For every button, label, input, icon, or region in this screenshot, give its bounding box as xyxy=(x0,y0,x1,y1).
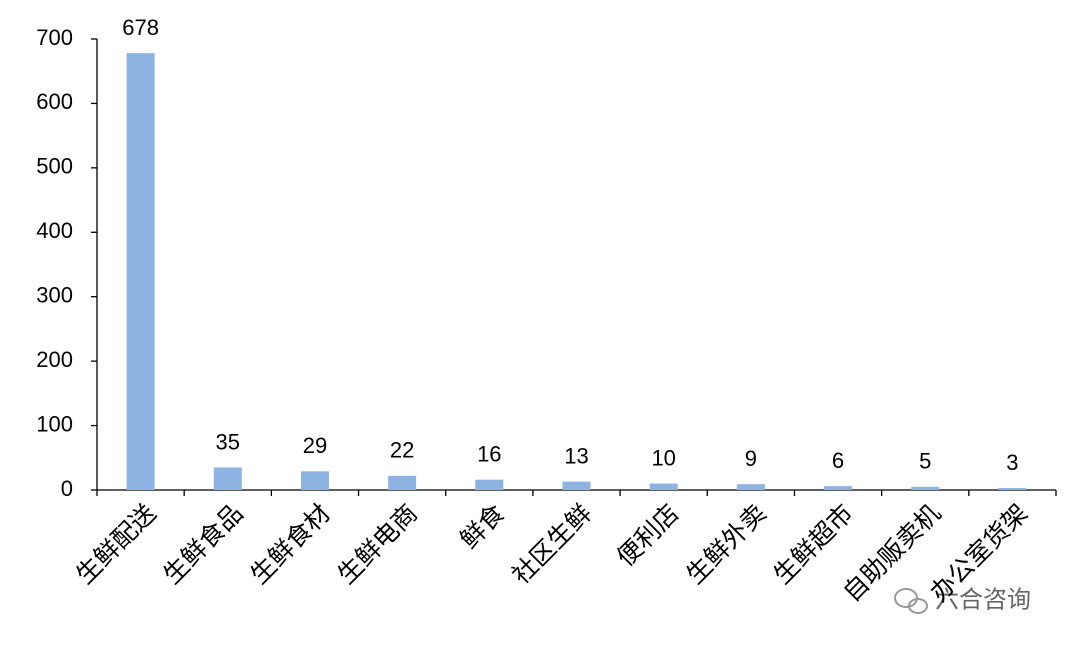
value-label: 22 xyxy=(390,438,414,463)
bar xyxy=(475,479,504,490)
x-tick-label: 生鲜配送 xyxy=(71,499,162,590)
value-label: 5 xyxy=(919,449,931,474)
value-label: 29 xyxy=(303,433,327,458)
y-tick-label: 400 xyxy=(36,218,73,243)
y-tick-label: 0 xyxy=(61,476,73,501)
bar xyxy=(998,488,1027,490)
bar xyxy=(126,53,155,490)
y-tick-label: 500 xyxy=(36,154,73,179)
bar xyxy=(300,471,329,490)
bar xyxy=(562,481,591,490)
bar xyxy=(213,467,242,490)
value-label: 16 xyxy=(477,442,501,467)
y-tick-label: 300 xyxy=(36,283,73,308)
bar xyxy=(388,475,417,490)
x-tick-label: 生鲜超市 xyxy=(768,499,859,590)
value-label: 13 xyxy=(564,443,588,468)
bar xyxy=(649,483,678,490)
y-tick-label: 600 xyxy=(36,89,73,114)
value-label: 10 xyxy=(651,445,675,470)
x-tick-label: 生鲜食品 xyxy=(158,499,249,590)
value-label: 3 xyxy=(1006,450,1018,475)
y-tick-label: 100 xyxy=(36,411,73,436)
x-tick-label: 便利店 xyxy=(612,499,685,572)
x-tick-label: 生鲜外卖 xyxy=(681,499,772,590)
x-tick-label: 鲜食 xyxy=(455,499,510,554)
value-label: 6 xyxy=(832,448,844,473)
watermark: 六合咨询 xyxy=(935,586,1031,613)
x-tick-label: 生鲜电商 xyxy=(333,499,424,590)
watermark-icon xyxy=(894,588,928,614)
value-label: 35 xyxy=(216,429,240,454)
value-label: 9 xyxy=(745,446,757,471)
y-tick-label: 700 xyxy=(36,25,73,50)
x-tick-label: 社区生鲜 xyxy=(507,499,598,590)
bar xyxy=(911,486,940,490)
bar xyxy=(824,486,853,490)
y-tick-label: 200 xyxy=(36,347,73,372)
value-label: 678 xyxy=(122,15,159,40)
bar xyxy=(736,484,765,490)
x-tick-label: 生鲜食材 xyxy=(245,499,336,590)
